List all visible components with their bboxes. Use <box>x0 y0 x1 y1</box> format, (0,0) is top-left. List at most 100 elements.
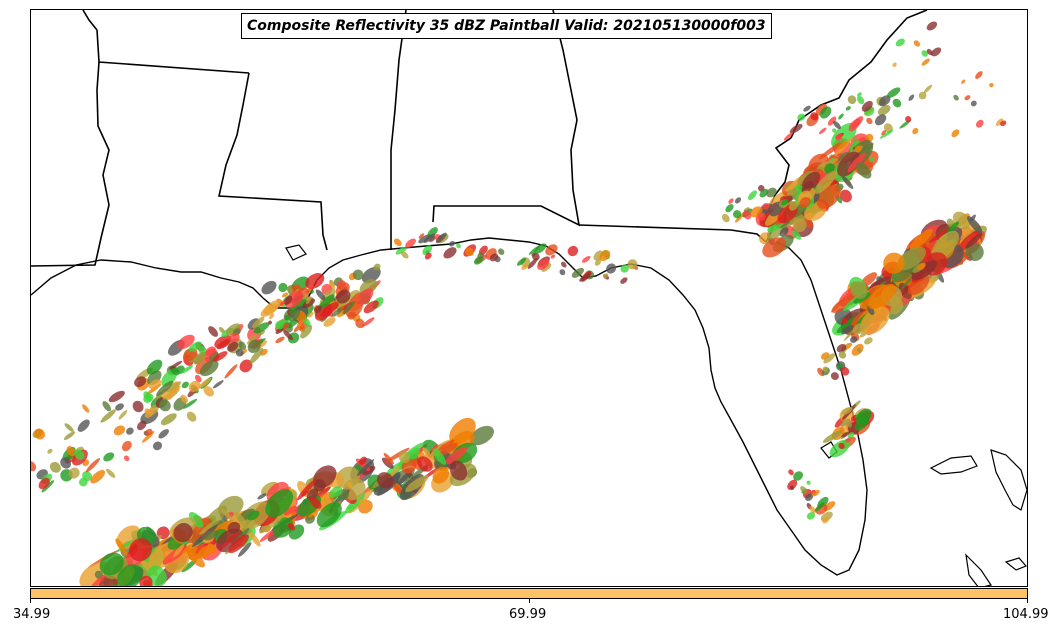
reflectivity-blob <box>762 203 770 210</box>
reflectivity-blob <box>465 247 474 257</box>
reflectivity-blob <box>734 197 742 204</box>
reflectivity-blob <box>216 338 232 350</box>
reflectivity-blob <box>225 323 241 336</box>
reflectivity-blob <box>79 477 88 487</box>
reflectivity-blob <box>838 351 847 359</box>
reflectivity-blob <box>839 189 852 203</box>
reflectivity-blob <box>836 141 848 150</box>
reflectivity-blob <box>811 489 820 497</box>
reflectivity-blob <box>881 130 887 136</box>
reflectivity-blob <box>857 92 862 97</box>
reflectivity-blob <box>302 298 315 309</box>
reflectivity-blob <box>165 381 182 393</box>
reflectivity-blob <box>362 317 375 327</box>
reflectivity-blob <box>594 259 602 266</box>
reflectivity-blob <box>806 480 811 485</box>
reflectivity-blob <box>139 575 153 586</box>
reflectivity-blob <box>832 128 837 133</box>
reflectivity-blob <box>847 95 857 105</box>
reflectivity-blob <box>208 543 217 554</box>
reflectivity-blob <box>793 471 804 481</box>
reflectivity-blob <box>173 543 185 558</box>
reflectivity-blob <box>833 120 841 130</box>
reflectivity-blob <box>931 47 942 57</box>
reflectivity-blob <box>181 381 189 389</box>
reflectivity-blob <box>275 320 285 330</box>
reflectivity-blob <box>865 133 874 142</box>
reflectivity-blob <box>874 114 887 126</box>
reflectivity-blob <box>182 545 192 554</box>
reflectivity-blob <box>288 299 307 315</box>
reflectivity-blob <box>352 269 364 281</box>
reflectivity-blob <box>103 452 115 462</box>
reflectivity-blob <box>188 380 201 393</box>
reflectivity-blob <box>283 323 289 330</box>
reflectivity-blob <box>895 38 905 47</box>
reflectivity-blob <box>449 460 468 481</box>
reflectivity-blob <box>810 112 819 121</box>
reflectivity-blob <box>356 459 375 476</box>
reflectivity-blob <box>814 502 825 512</box>
reflectivity-blob <box>129 538 152 562</box>
reflectivity-blob <box>182 398 198 409</box>
reflectivity-blob <box>567 245 579 257</box>
reflectivity-blob <box>357 288 374 305</box>
map-canvas <box>31 10 1027 586</box>
reflectivity-blob <box>791 230 802 240</box>
reflectivity-blob <box>228 332 240 343</box>
reflectivity-blob <box>393 238 402 247</box>
reflectivity-blob <box>444 446 468 465</box>
reflectivity-blob <box>205 346 216 357</box>
reflectivity-blob <box>377 472 394 489</box>
reflectivity-blob <box>424 252 432 260</box>
reflectivity-blob <box>789 485 795 491</box>
reflectivity-blob <box>850 281 868 299</box>
reflectivity-blob <box>438 439 455 451</box>
reflectivity-blob <box>297 479 316 501</box>
reflectivity-blob <box>181 365 193 374</box>
reflectivity-blob <box>331 307 343 317</box>
reflectivity-blob <box>194 374 202 383</box>
reflectivity-blob <box>788 469 794 476</box>
map-title: Composite Reflectivity 35 dBZ Paintball … <box>241 13 772 39</box>
reflectivity-blob <box>837 151 861 177</box>
reflectivity-blob <box>975 71 983 80</box>
reflectivity-blob <box>725 204 734 213</box>
reflectivity-blob <box>152 441 163 451</box>
reflectivity-blob <box>358 456 367 465</box>
reflectivity-blob <box>809 506 817 514</box>
reflectivity-blob <box>721 213 730 223</box>
reflectivity-blob <box>422 447 432 458</box>
reflectivity-blob <box>281 292 289 298</box>
reflectivity-blob <box>787 479 798 490</box>
reflectivity-blob <box>396 470 412 487</box>
reflectivity-blob <box>819 106 832 119</box>
reflectivity-blob <box>803 105 811 112</box>
reflectivity-blob <box>235 348 244 357</box>
reflectivity-blob <box>469 425 495 446</box>
reflectivity-blob <box>318 294 335 309</box>
reflectivity-blob <box>822 430 843 443</box>
reflectivity-blob <box>227 521 241 534</box>
reflectivity-blob <box>90 469 106 484</box>
reflectivity-blob <box>847 432 855 439</box>
reflectivity-blob <box>238 542 252 557</box>
reflectivity-blob <box>188 551 205 568</box>
reflectivity-blob <box>879 95 891 107</box>
reflectivity-blob <box>252 316 265 329</box>
reflectivity-blob <box>928 228 949 243</box>
reflectivity-blob <box>908 94 915 101</box>
reflectivity-blob <box>247 339 261 354</box>
reflectivity-blob <box>89 574 106 586</box>
reflectivity-blob <box>814 170 838 194</box>
reflectivity-blob <box>355 318 365 329</box>
reflectivity-blob <box>781 198 789 206</box>
reflectivity-blob <box>926 48 933 56</box>
reflectivity-blob <box>785 181 799 192</box>
gulf-coastline <box>31 237 868 576</box>
reflectivity-blob <box>381 457 394 469</box>
reflectivity-blob <box>545 244 558 256</box>
reflectivity-blob <box>308 513 314 518</box>
reflectivity-blob <box>599 250 611 262</box>
reflectivity-blob <box>336 289 351 304</box>
